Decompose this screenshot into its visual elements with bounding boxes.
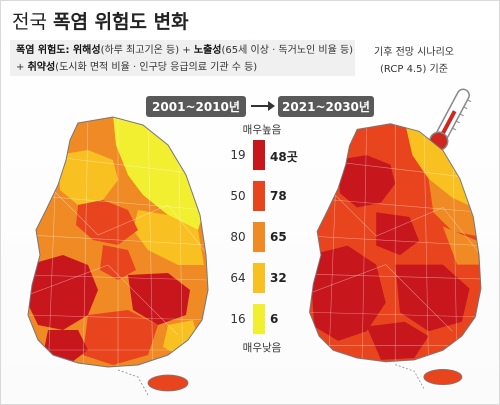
legend-swatch (253, 222, 265, 252)
description-label: 폭염 위험도: (16, 45, 73, 56)
exposure-term: 노출성 (193, 45, 222, 56)
period-pill-left: 2001~2010년 (146, 96, 246, 117)
legend-swatch (253, 140, 265, 170)
exposure-detail: (65세 이상 · 독거노인 비율 등) (221, 45, 354, 56)
hazard-term: 위해성 (72, 45, 101, 56)
description-line-1: 폭염 위험도: 위해성(하루 최고기온 등) + 노출성(65세 이상 · 독거… (16, 42, 353, 59)
map-2021-2030 (309, 123, 482, 389)
legend-right-value: 6 (270, 312, 279, 326)
arrow-right-icon (251, 101, 275, 111)
legend-left-value: 80 (230, 230, 246, 244)
legend-left-value: 16 (230, 312, 246, 326)
scenario-line-1: 기후 전망 시나리오 (374, 47, 454, 58)
legend-left-value: 64 (230, 271, 246, 285)
title-prefix: 전국 (12, 11, 53, 33)
legend-right-value: 78 (270, 189, 287, 203)
page-title: 전국 폭염 위험도 변화 (12, 7, 189, 34)
legend-right-value: 32 (270, 271, 287, 285)
plus-sign: + (16, 62, 28, 73)
period-pill-right: 2021~2030년 (278, 96, 374, 117)
legend-swatch (253, 304, 265, 334)
legend-bottom-label: 매우낮음 (242, 342, 282, 354)
vulnerability-term: 취약성 (27, 62, 56, 73)
vulnerability-detail: (도시화 면적 비율 · 인구당 응급의료 기관 수 등) (55, 62, 258, 73)
scenario-note: 기후 전망 시나리오 (RCP 4.5) 기준 (366, 44, 462, 78)
jeju-island-right (423, 369, 463, 386)
legend-top-label: 매우높음 (242, 124, 282, 136)
jeju-island-left (147, 374, 189, 392)
map-2001-2010 (27, 116, 209, 396)
description-box: 폭염 위험도: 위해성(하루 최고기온 등) + 노출성(65세 이상 · 독거… (10, 40, 355, 76)
hazard-detail: (하루 최고기온 등) + (100, 45, 194, 56)
title-main: 폭염 위험도 변화 (53, 11, 189, 33)
legend-left-value: 50 (230, 189, 246, 203)
legend-right-value: 65 (270, 230, 287, 244)
legend-left-value: 19 (230, 148, 246, 162)
scenario-line-2: (RCP 4.5) 기준 (380, 64, 448, 75)
description-line-2: + 취약성(도시화 면적 비율 · 인구당 응급의료 기관 수 등) (16, 59, 349, 76)
legend-swatch (253, 263, 265, 293)
legend-swatch (253, 181, 265, 211)
legend-right-value: 48곳 (270, 150, 298, 164)
